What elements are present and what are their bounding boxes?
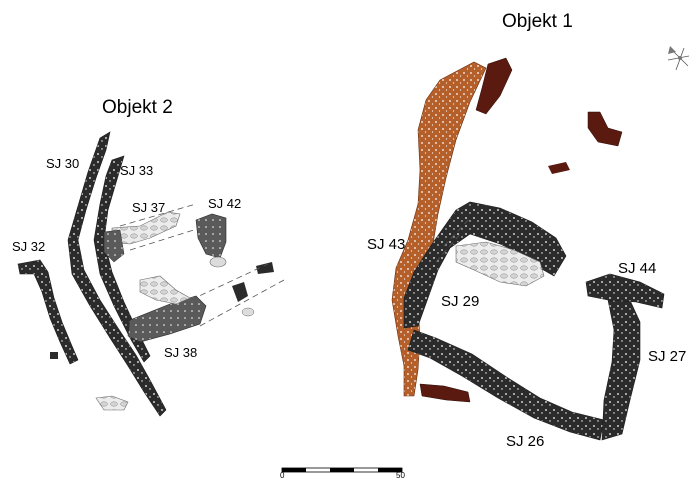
stones-maroon-ne [587,111,623,147]
stones-maroon-north [475,57,513,115]
scale-start-label: 0 [280,471,285,478]
feature-sj38-light [139,275,191,305]
label-objekt-1: Objekt 1 [502,11,573,32]
stones-east-objekt2 [232,282,248,302]
stone-east-light [241,307,255,317]
label-sj43: SJ 43 [367,236,405,253]
stones-east-objekt2-b [256,262,274,274]
label-sj32: SJ 32 [12,239,45,254]
label-sj30: SJ 30 [46,156,79,171]
stones-light-objekt1 [455,241,545,287]
stones-maroon-small [548,162,570,174]
wall-sj33 [93,155,151,363]
stones-maroon-south [419,383,471,403]
feature-sj42 [195,213,227,259]
stone-sj42-light [209,256,227,268]
wall-sj30 [67,131,167,417]
dashed-lines-objekt2 [119,203,285,327]
label-sj42: SJ 42 [208,196,241,211]
stone-sj32-a [50,352,58,359]
scale-end-label: 50 [396,471,405,478]
wall-sj26 [407,329,605,441]
wall-sj27 [601,295,641,441]
label-sj44: SJ 44 [618,260,656,277]
wall-sj32 [17,259,79,365]
stones-south-objekt2 [95,395,129,411]
wall-sj29 [403,201,567,329]
label-sj38: SJ 38 [164,345,197,360]
objekt-2-features [17,131,285,417]
label-sj26: SJ 26 [506,433,544,450]
label-objekt-2: Objekt 2 [102,97,173,118]
label-sj29: SJ 29 [441,293,479,310]
objekt-1-features [391,46,689,441]
label-sj27: SJ 27 [648,348,686,365]
label-sj37: SJ 37 [132,200,165,215]
feature-sj37 [111,211,181,245]
north-arrow-icon [667,46,689,71]
feature-sj38 [127,295,207,343]
wall-sj44 [585,273,665,309]
label-sj33: SJ 33 [120,163,153,178]
dashed-lines-objekt1 [435,217,471,263]
scale-bar: 0 50 [280,467,405,478]
feature-sj37-mid [103,229,125,263]
